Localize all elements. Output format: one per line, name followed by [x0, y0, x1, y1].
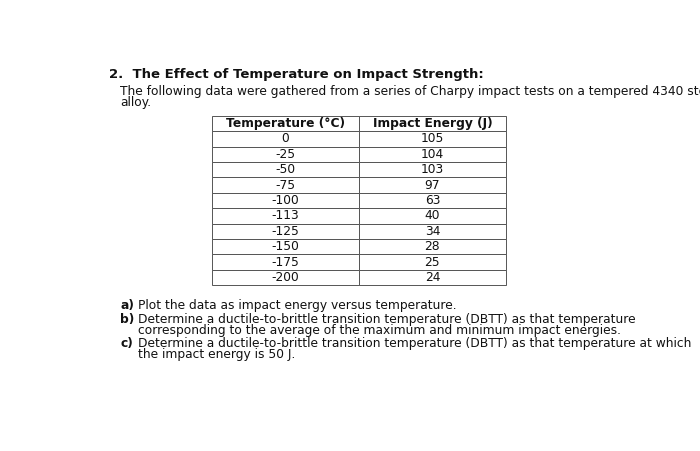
Bar: [358, 254, 506, 270]
Bar: [211, 177, 358, 193]
Text: Determine a ductile-to-brittle transition temperature (DBTT) as that temperature: Determine a ductile-to-brittle transitio…: [138, 337, 692, 350]
Bar: [211, 147, 358, 162]
Bar: [211, 254, 358, 270]
Text: -113: -113: [272, 209, 299, 222]
Text: 24: 24: [425, 271, 440, 284]
Text: 25: 25: [425, 256, 440, 268]
Text: b): b): [120, 313, 134, 326]
Bar: [358, 162, 506, 177]
Text: 40: 40: [425, 209, 440, 222]
Bar: [211, 239, 358, 254]
Text: -25: -25: [275, 148, 295, 161]
Bar: [358, 116, 506, 131]
Bar: [211, 224, 358, 239]
Bar: [358, 239, 506, 254]
Text: Impact Energy (J): Impact Energy (J): [372, 117, 492, 130]
Text: a): a): [120, 299, 134, 312]
Text: the impact energy is 50 J.: the impact energy is 50 J.: [138, 348, 295, 361]
Text: -50: -50: [275, 163, 295, 176]
Text: 63: 63: [425, 194, 440, 207]
Text: Determine a ductile-to-brittle transition temperature (DBTT) as that temperature: Determine a ductile-to-brittle transitio…: [138, 313, 636, 326]
Text: Plot the data as impact energy versus temperature.: Plot the data as impact energy versus te…: [138, 299, 456, 312]
Text: Temperature (°C): Temperature (°C): [225, 117, 344, 130]
Bar: [358, 193, 506, 208]
Text: -150: -150: [271, 240, 299, 253]
Text: 103: 103: [421, 163, 444, 176]
Bar: [358, 177, 506, 193]
Text: -200: -200: [272, 271, 299, 284]
Text: -75: -75: [275, 179, 295, 192]
Text: 0: 0: [281, 132, 289, 145]
Text: 97: 97: [425, 179, 440, 192]
Bar: [211, 270, 358, 285]
Text: -100: -100: [272, 194, 299, 207]
Text: 34: 34: [425, 225, 440, 238]
Bar: [211, 193, 358, 208]
Bar: [211, 208, 358, 224]
Text: alloy.: alloy.: [120, 96, 151, 109]
Text: 2.  The Effect of Temperature on Impact Strength:: 2. The Effect of Temperature on Impact S…: [109, 68, 484, 81]
Bar: [211, 131, 358, 147]
Text: The following data were gathered from a series of Charpy impact tests on a tempe: The following data were gathered from a …: [120, 85, 700, 98]
Bar: [211, 116, 358, 131]
Bar: [358, 208, 506, 224]
Bar: [211, 162, 358, 177]
Bar: [358, 147, 506, 162]
Bar: [358, 131, 506, 147]
Text: -175: -175: [271, 256, 299, 268]
Text: c): c): [120, 337, 133, 350]
Bar: [358, 224, 506, 239]
Bar: [358, 270, 506, 285]
Text: corresponding to the average of the maximum and minimum impact energies.: corresponding to the average of the maxi…: [138, 324, 621, 336]
Text: 104: 104: [421, 148, 444, 161]
Text: 28: 28: [425, 240, 440, 253]
Text: 105: 105: [421, 132, 444, 145]
Text: -125: -125: [271, 225, 299, 238]
